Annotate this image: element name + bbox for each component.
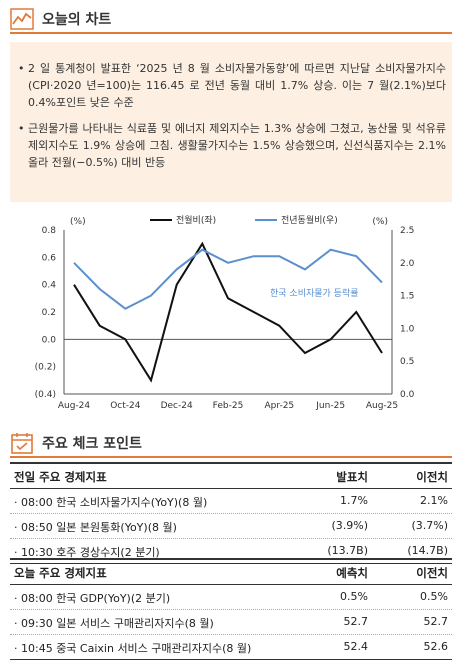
x-tick-label: Feb-25 — [213, 401, 244, 411]
summary-bullet: • 2 일 통계청이 발표한 ‘2025 년 8 월 소비자물가동향’에 따르면… — [18, 62, 446, 109]
left-tick-label: 0.4 — [42, 281, 57, 291]
left-tick-label: 0.6 — [42, 253, 57, 263]
table-header: 전일 주요 경제지표 발표치 이전치 — [10, 462, 452, 489]
trend-chart-icon — [10, 8, 34, 30]
table-row: · 08:00 한국 GDP(YoY)(2 분기) 0.5% 0.5% — [10, 585, 452, 610]
right-tick-label: 2.5 — [400, 226, 414, 236]
right-tick-label: 0.5 — [400, 357, 414, 367]
left-tick-label: 0.2 — [42, 308, 56, 318]
x-tick-label: Aug-25 — [366, 401, 398, 411]
left-tick-label: 0.0 — [42, 335, 57, 345]
right-tick-label: 0.0 — [400, 390, 415, 400]
right-tick-label: 1.5 — [400, 292, 414, 302]
left-tick-label: (0.4) — [35, 390, 56, 400]
checkpoint-section-title: 주요 체크 포인트 — [42, 436, 142, 452]
summary-bullet: • 근원물가를 나타내는 식료품 및 에너지 제외지수는 1.3% 상승에 그쳤… — [18, 122, 446, 169]
table-row: · 10:45 중국 Caixin 서비스 구매관리자지수(8 월) 52.4 … — [10, 635, 452, 660]
summary-box: • 2 일 통계청이 발표한 ‘2025 년 8 월 소비자물가동향’에 따르면… — [10, 42, 452, 202]
table-row: · 08:00 한국 소비자물가지수(YoY)(8 월) 1.7% 2.1% — [10, 489, 452, 514]
x-tick-label: Aug-24 — [58, 401, 91, 411]
right-tick-label: 2.0 — [400, 259, 415, 269]
x-tick-label: Jun-25 — [315, 401, 345, 411]
table-row: · 08:50 일본 본원통화(YoY)(8 월) (3.9%) (3.7%) — [10, 514, 452, 539]
x-tick-label: Dec-24 — [161, 401, 193, 411]
checkpoint-section-header: 주요 체크 포인트 — [10, 430, 452, 458]
series-line-left — [73, 241, 383, 383]
calendar-check-icon — [11, 433, 33, 454]
table-header: 오늘 주요 경제지표 예측치 이전치 — [10, 558, 452, 585]
x-tick-label: Oct-24 — [110, 401, 141, 411]
x-tick-label: Apr-25 — [264, 401, 294, 411]
legend-label: 전년동월비(우) — [281, 214, 338, 226]
left-tick-label: 0.8 — [42, 226, 57, 236]
right-tick-label: 1.0 — [400, 324, 415, 334]
table-row: · 10:30 호주 경상수지(2 분기) (13.7B) (14.7B) — [10, 539, 452, 564]
left-tick-label: (0.2) — [35, 363, 56, 373]
chart-annotation: 한국 소비자물가 등락률 — [270, 287, 359, 299]
today-indicators-table: 오늘 주요 경제지표 예측치 이전치 · 08:00 한국 GDP(YoY)(2… — [10, 558, 452, 660]
series-line-right — [73, 248, 383, 310]
right-axis-unit: (%) — [372, 217, 388, 227]
left-axis-unit: (%) — [70, 217, 86, 227]
cpi-line-chart: (0.4) (0.2) 0.0 0.2 0.4 0.6 0.8 0.0 0.5 1.0 1.5 2.0… — [35, 214, 415, 411]
chart-section-title: 오늘의 차트 — [42, 12, 112, 28]
legend-label: 전월비(좌) — [176, 214, 216, 226]
chart-section-header: 오늘의 차트 — [10, 6, 452, 34]
past-indicators-table: 전일 주요 경제지표 발표치 이전치 · 08:00 한국 소비자물가지수(Yo… — [10, 462, 452, 564]
table-row: · 09:30 일본 서비스 구매관리자지수(8 월) 52.7 52.7 — [10, 610, 452, 635]
